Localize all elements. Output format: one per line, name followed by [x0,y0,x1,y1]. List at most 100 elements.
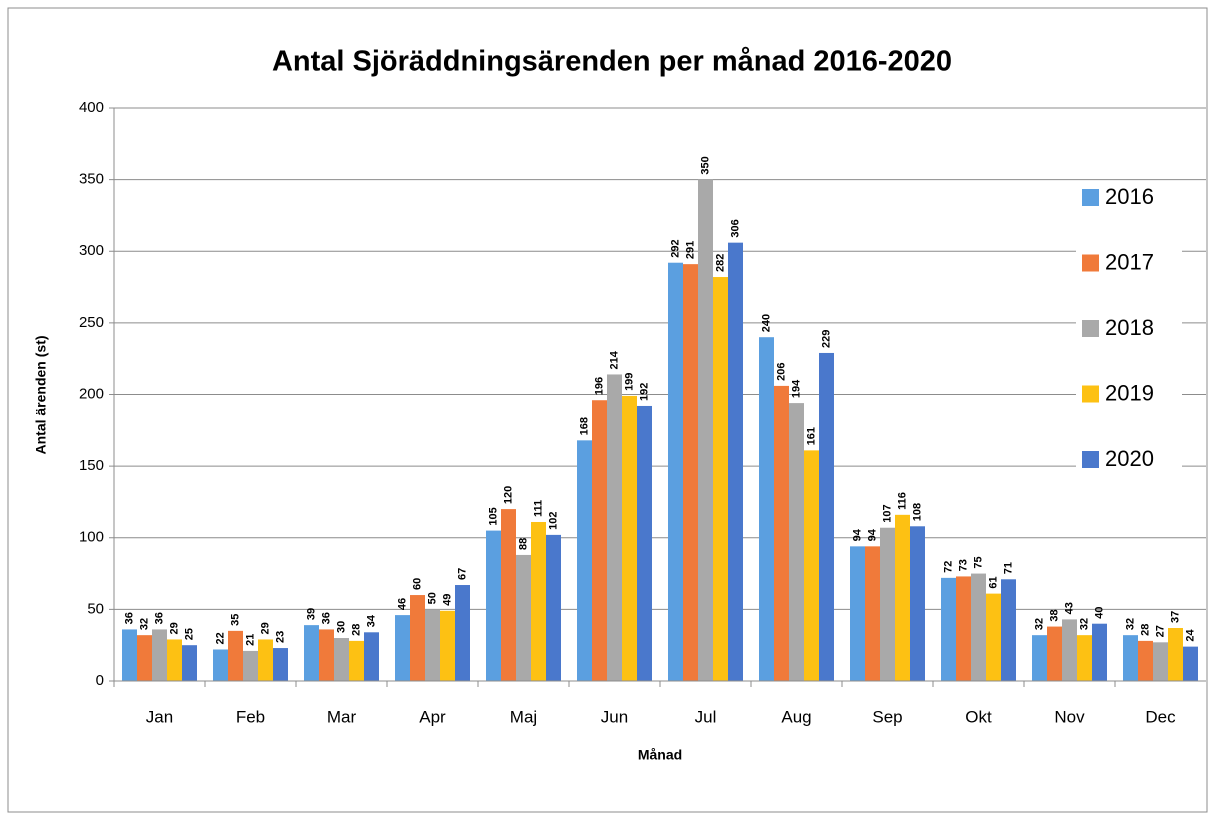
x-tick-label: Maj [510,707,537,726]
bar [910,526,925,681]
bar [258,639,273,681]
bar [1092,623,1107,681]
data-label: 111 [532,500,544,517]
bar [698,179,713,681]
data-label: 32 [1078,618,1090,630]
bar [1183,646,1198,681]
bar [182,645,197,681]
data-label: 36 [123,612,135,624]
bar [850,546,865,681]
y-tick-label: 200 [79,385,104,402]
bar [122,629,137,681]
bar [668,262,683,681]
bar [713,277,728,681]
data-label: 67 [456,568,468,580]
data-label: 192 [638,383,650,401]
data-label: 34 [365,614,377,627]
data-label: 72 [942,561,954,573]
bar [728,242,743,681]
bar [592,400,607,681]
bar [425,609,440,681]
bar [1153,642,1168,681]
legend-label: 2019 [1105,380,1154,405]
bar [167,639,182,681]
data-label: 73 [957,559,969,571]
legend-swatch [1082,189,1099,206]
data-label: 108 [911,503,923,521]
bar [1168,627,1183,681]
bar [410,595,425,681]
bar [865,546,880,681]
y-tick-label: 250 [79,314,104,331]
bar [516,554,531,681]
data-label: 214 [608,350,620,369]
data-label: 21 [244,634,256,646]
data-label: 116 [896,492,908,510]
bar [455,585,470,681]
data-label: 32 [1033,618,1045,630]
bar [501,509,516,681]
bar [941,577,956,681]
bar [334,638,349,681]
legend-swatch [1082,385,1099,403]
data-label: 37 [1169,611,1181,623]
legend-swatch [1082,320,1099,337]
y-tick-label: 350 [79,171,104,188]
data-label: 49 [441,594,453,606]
data-label: 291 [684,241,696,259]
data-label: 229 [820,330,832,348]
bar [1062,619,1077,681]
x-axis-title: Månad [638,747,682,763]
bar [319,629,334,681]
bar [304,625,319,681]
data-label: 71 [1002,562,1014,574]
y-tick-label: 400 [79,99,104,116]
data-label: 282 [714,254,726,272]
data-label: 30 [335,621,347,633]
y-tick-label: 150 [79,457,104,474]
bar [789,403,804,681]
legend-swatch [1082,254,1099,272]
data-label: 292 [669,239,681,257]
bar [1138,640,1153,681]
x-tick-label: Aug [781,707,811,726]
bar [137,635,152,681]
data-label: 75 [972,556,984,568]
data-label: 107 [881,504,893,522]
bar [364,632,379,681]
data-label: 40 [1093,606,1105,618]
bar [243,650,258,681]
data-label: 60 [411,578,423,590]
bar [774,385,789,681]
x-tick-label: Jun [601,707,628,726]
bar [1047,626,1062,681]
bar [1123,635,1138,681]
data-label: 306 [729,219,741,237]
data-label: 161 [805,427,817,445]
data-label: 29 [259,622,271,634]
data-label: 194 [790,379,802,398]
data-label: 23 [274,631,286,643]
bar [759,337,774,681]
bar [986,593,1001,681]
legend-label: 2020 [1105,446,1154,471]
data-label: 94 [866,528,878,541]
data-label: 35 [229,614,241,626]
data-label: 168 [578,417,590,435]
x-tick-label: Jan [146,707,173,726]
x-tick-label: Jul [695,707,717,726]
data-label: 50 [426,592,438,604]
bar [895,514,910,681]
bar [349,640,364,681]
bar [1077,635,1092,681]
data-label: 61 [987,576,999,588]
data-label: 88 [517,538,529,550]
data-label: 28 [350,624,362,636]
data-label: 350 [699,156,711,174]
data-label: 28 [1139,624,1151,636]
x-tick-label: Dec [1145,707,1176,726]
data-label: 29 [168,622,180,634]
data-label: 105 [487,507,499,525]
bar [213,649,228,681]
